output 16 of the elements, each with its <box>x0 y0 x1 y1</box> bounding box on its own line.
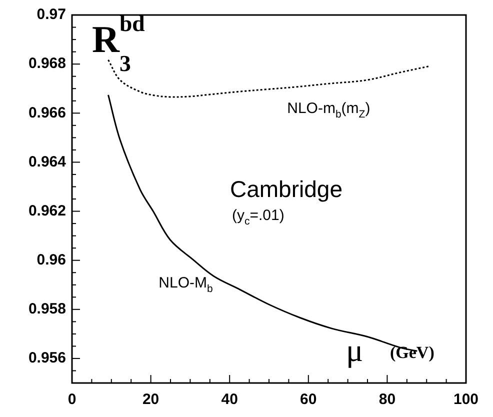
y-tick-label: 0.966 <box>28 104 66 122</box>
x-axis-title: μ (GeV) <box>346 332 434 368</box>
y-tick-label: 0.968 <box>28 55 66 72</box>
y-tick-label: 0.958 <box>28 300 66 318</box>
x-tick-label: 20 <box>142 391 160 408</box>
y-tick-label: 0.962 <box>28 202 66 220</box>
y-tick-label: 0.964 <box>28 153 67 170</box>
y-tick-label: 0.96 <box>36 251 66 268</box>
y-tick-label: 0.956 <box>28 350 66 367</box>
y-tick-label: 0.97 <box>36 6 66 24</box>
x-tick-label: 60 <box>300 391 317 408</box>
x-tick-label: 0 <box>68 391 76 408</box>
x-tick-label: 80 <box>378 391 396 408</box>
x-tick-label: 40 <box>221 391 238 408</box>
annotation: Cambridge <box>230 176 342 202</box>
x-tick-label: 100 <box>453 391 479 408</box>
